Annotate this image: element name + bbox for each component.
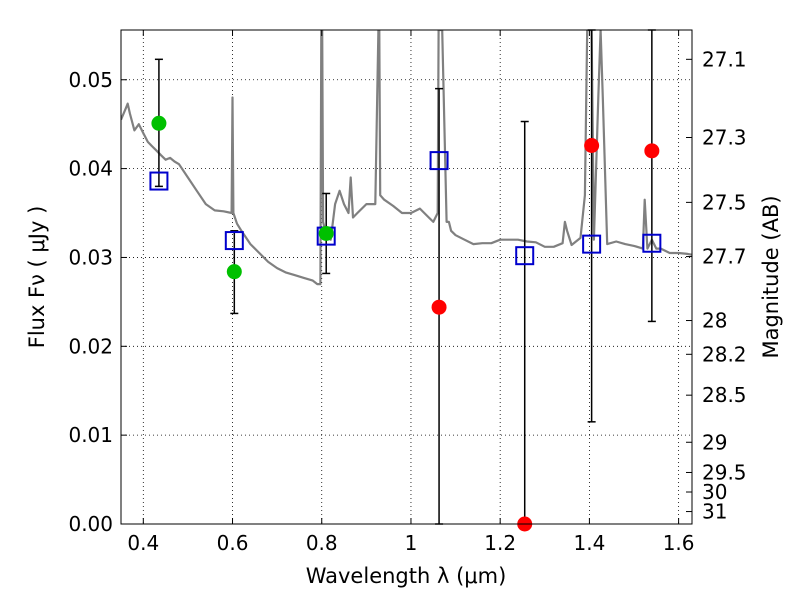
- right-tick-label: 27.3: [702, 126, 747, 150]
- x-axis-label: Wavelength λ (μm): [306, 564, 507, 588]
- right-tick-label: 28.2: [702, 342, 747, 366]
- model-band-square: [224, 231, 244, 251]
- y-tick-label: 0.04: [68, 157, 113, 181]
- model-band-square: [515, 246, 535, 266]
- y-tick-label: 0.00: [68, 512, 113, 536]
- plot-area: [121, 30, 692, 286]
- y-tick-label: 0.02: [68, 334, 113, 358]
- x-tick-label: 1.2: [484, 531, 516, 555]
- x-tick-label: 0.8: [306, 531, 338, 555]
- right-tick-label: 30: [702, 480, 727, 504]
- right-tick-label: 27.5: [702, 190, 747, 214]
- model-band-square: [582, 234, 602, 254]
- right-tick-label: 27.7: [702, 245, 747, 269]
- observed-point-green: [151, 115, 167, 131]
- model-band-square: [429, 151, 449, 171]
- y-tick-label: 0.03: [68, 245, 113, 269]
- x-tick-label: 1.6: [663, 531, 695, 555]
- x-tick-label: 0.4: [127, 531, 159, 555]
- x-tick-label: 0.6: [217, 531, 249, 555]
- right-tick-label: 28.5: [702, 383, 747, 407]
- y-tick-label: 0.01: [68, 423, 113, 447]
- right-tick-label: 31: [702, 500, 727, 524]
- y-axis-label-left: Flux Fν ( μJy ): [25, 206, 49, 349]
- y-tick-label: 0.05: [68, 68, 113, 92]
- y-axis-label-right: Magnitude (AB): [759, 195, 783, 358]
- observed-point-red: [584, 138, 600, 154]
- right-tick-label: 29: [702, 430, 727, 454]
- observed-point-red: [644, 143, 660, 159]
- axis-ticks: 0.4 0.6 0.8 1 1.2 1.4 1.6 0.00 0.01 0.02 0.03 0.04 0…: [68, 30, 747, 555]
- right-tick-label: 29.5: [702, 460, 747, 484]
- x-tick-label: 1: [405, 531, 418, 555]
- sed-model-line: [121, 30, 692, 286]
- model-band-square: [149, 171, 169, 191]
- observed-point-green: [318, 225, 334, 241]
- model-band-square: [642, 233, 662, 253]
- plot-frame: [120, 29, 693, 525]
- observed-point-green: [226, 264, 242, 280]
- x-tick-label: 1.4: [573, 531, 605, 555]
- observed-point-red: [431, 299, 447, 315]
- markers: [149, 29, 662, 532]
- right-tick-label: 28: [702, 309, 727, 333]
- right-tick-label: 27.1: [702, 47, 747, 71]
